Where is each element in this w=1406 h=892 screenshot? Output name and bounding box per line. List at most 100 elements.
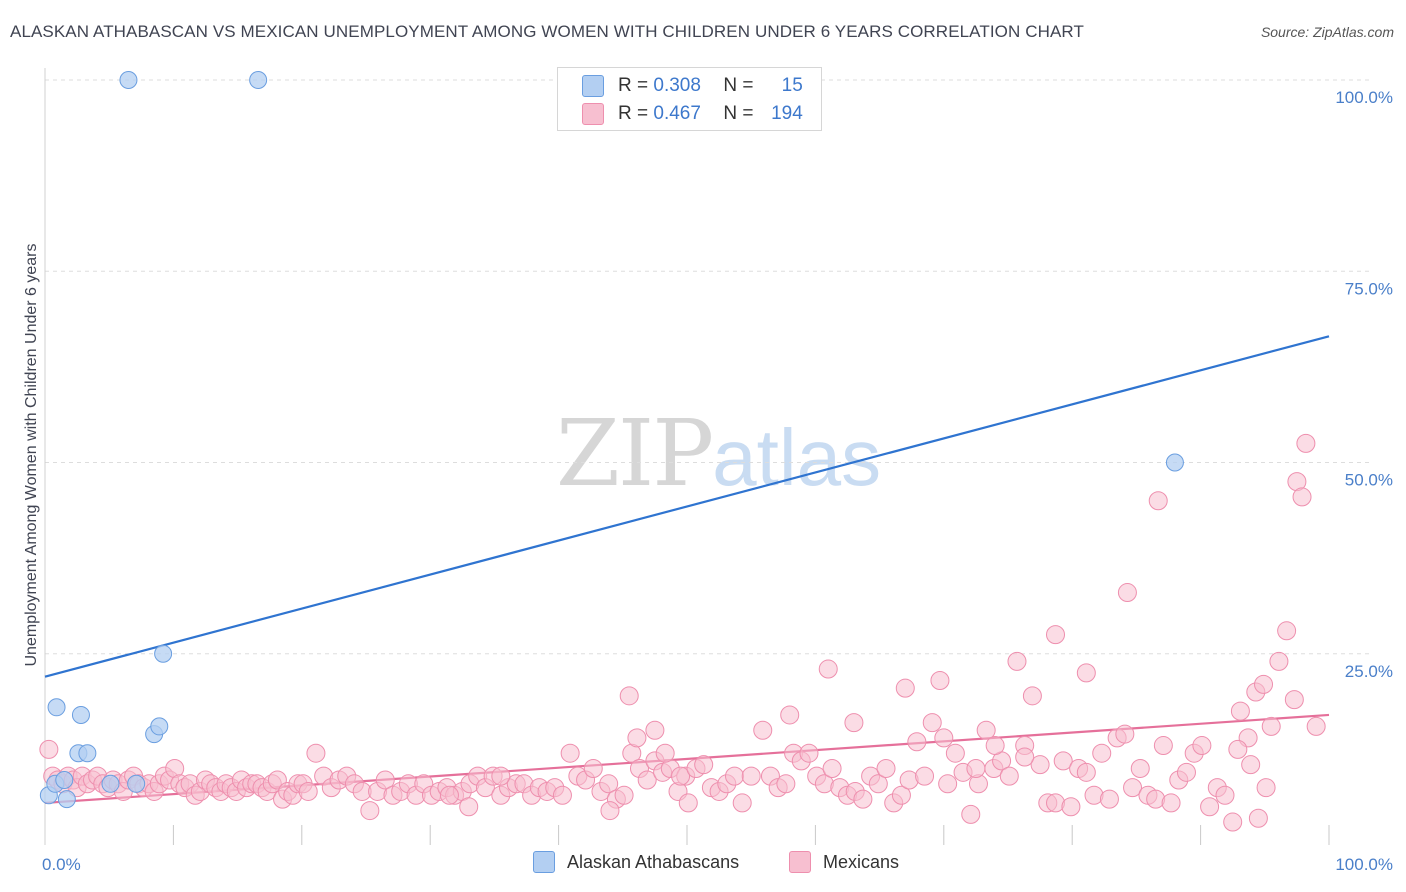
mexicans-point: [934, 728, 954, 748]
legend-n-value-alaskan: 15: [781, 75, 803, 96]
mexicans-point: [678, 793, 698, 813]
legend-row-mexicans: R = 0.467 N = 194: [582, 102, 803, 126]
mexicans-point: [1053, 751, 1073, 771]
mexicans-point: [1076, 762, 1096, 782]
legend-n-value-mexicans: 194: [771, 103, 803, 124]
legend-swatch-blue: [582, 75, 604, 97]
watermark-atlas: atlas: [712, 413, 882, 502]
legend-r-label: R =: [618, 75, 649, 96]
mexicans-point: [725, 766, 745, 786]
mexicans-point: [1296, 433, 1316, 453]
mexicans-point: [459, 797, 479, 817]
mexicans-point: [1254, 674, 1274, 694]
mexicans-point: [818, 659, 838, 679]
mexicans-point: [976, 720, 996, 740]
mexicans-point: [1230, 701, 1250, 721]
mexicans-point: [694, 755, 714, 775]
legend-r-value-mexicans: 0.467: [653, 103, 701, 124]
mexicans-point: [552, 785, 572, 805]
legend-row-alaskan: R = 0.308 N = 15: [582, 74, 803, 98]
legend-r-value-alaskan: 0.308: [653, 75, 701, 96]
legend-n-label: N =: [723, 75, 754, 96]
mexicans-point: [876, 759, 896, 778]
alaskan-athabascans-point: [1165, 453, 1184, 472]
mexicans-point: [1007, 651, 1027, 671]
mexicans-point: [1123, 778, 1143, 798]
x-tick-label-min: 0.0%: [42, 855, 81, 874]
mexicans-point: [1099, 789, 1119, 809]
alaskan-athabascans-point: [154, 644, 173, 663]
chart-title: ALASKAN ATHABASCAN VS MEXICAN UNEMPLOYME…: [10, 22, 1084, 41]
correlation-legend: R = 0.308 N = 15 R = 0.467 N = 194: [557, 67, 822, 131]
mexicans-point: [298, 781, 318, 801]
mexicans-point: [1153, 736, 1173, 756]
y-tick-label: 25.0%: [1345, 662, 1393, 681]
mexicans-point: [306, 743, 326, 763]
alaskan-athabascans-point: [78, 744, 97, 763]
mexicans-point: [375, 770, 395, 790]
mexicans-point: [1117, 583, 1137, 603]
y-axis-label: Unemployment Among Women with Children U…: [23, 243, 40, 666]
mexicans-point: [1269, 651, 1289, 671]
mexicans-point: [753, 720, 773, 740]
mexicans-point: [1277, 621, 1297, 641]
x-tick-label-max: 100.0%: [1335, 855, 1393, 874]
alaskan-athabascans-points: [39, 71, 1184, 809]
grid-lines: [44, 68, 1369, 845]
alaskan-athabascans-point: [119, 71, 138, 89]
mexicans-point: [637, 770, 657, 790]
alaskan-athabascans-point: [55, 770, 74, 789]
trendline-alaskan: [44, 335, 1330, 678]
alaskan-athabascans-point: [101, 774, 120, 793]
mexicans-point: [844, 713, 864, 733]
x-axis-ticks: [172, 825, 1330, 845]
mexicans-point: [1148, 491, 1168, 511]
y-tick-labels: 25.0% 50.0% 75.0% 100.0%: [1335, 88, 1393, 681]
mexicans-point: [907, 732, 927, 752]
mexicans-point: [966, 759, 986, 778]
mexicans-point: [1284, 690, 1304, 710]
mexicans-point: [583, 759, 603, 778]
mexicans-point: [560, 743, 580, 763]
mexicans-point: [39, 739, 59, 759]
mexicans-point: [1130, 759, 1150, 778]
mexicans-point: [999, 766, 1019, 786]
bottom-legend-label-alaskan: Alaskan Athabascans: [567, 851, 740, 872]
mexicans-point: [930, 671, 950, 691]
watermark: ZIPatlas: [556, 400, 881, 507]
mexicans-point: [1061, 797, 1081, 817]
legend-n-label: N =: [723, 103, 754, 124]
legend-swatch-pink: [582, 103, 604, 125]
mexicans-point: [1261, 716, 1281, 736]
mexicans-point: [1046, 625, 1066, 645]
mexicans-point: [780, 705, 800, 725]
mexicans-point: [961, 804, 981, 824]
alaskan-athabascans-point: [249, 71, 268, 89]
mexicans-point: [945, 743, 965, 763]
mexicans-point: [938, 774, 958, 794]
mexicans-point: [1030, 755, 1050, 775]
mexicans-point: [822, 759, 842, 778]
legend-r-label: R =: [618, 103, 649, 124]
mexicans-point: [439, 785, 459, 805]
mexicans-point: [1223, 812, 1243, 832]
mexicans-point: [922, 713, 942, 733]
alaskan-athabascans-point: [47, 698, 66, 717]
mexicans-point: [1256, 778, 1276, 798]
bottom-legend-swatch-blue: [533, 851, 555, 873]
mexicans-point: [1022, 686, 1042, 706]
mexicans-point: [741, 766, 761, 786]
mexicans-point: [671, 766, 691, 786]
mexicans-point: [1076, 663, 1096, 683]
mexicans-point: [895, 678, 915, 698]
bottom-legend-swatch-pink: [789, 851, 811, 873]
mexicans-point: [1176, 762, 1196, 782]
mexicans-point: [645, 720, 665, 740]
mexicans-point: [732, 793, 752, 813]
mexicans-point: [1092, 743, 1112, 763]
bottom-legend-label-mexicans: Mexicans: [823, 851, 900, 872]
alaskan-athabascans-point: [71, 705, 90, 724]
mexicans-point: [915, 766, 935, 786]
mexicans-point: [1228, 739, 1248, 759]
